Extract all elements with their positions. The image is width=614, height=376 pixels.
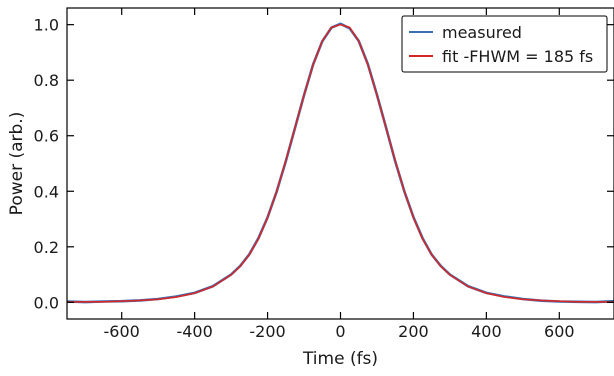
y-tick-label: 0.2 <box>34 238 59 257</box>
x-tick-label: -200 <box>249 322 285 341</box>
x-axis-label: Time (fs) <box>302 349 378 369</box>
legend-box <box>401 15 608 73</box>
y-tick-label: 0.4 <box>34 182 59 201</box>
plot-area <box>66 22 614 304</box>
y-axis-label: Power (arb.) <box>7 112 27 216</box>
series-line-fit <box>66 23 614 303</box>
axes: -600 -400 -200 0 200 400 600 0.0 0.2 0.4 0.6 0.8 1.0 <box>34 7 614 341</box>
x-tick-label: -600 <box>104 322 140 341</box>
x-tick-label: 400 <box>471 322 502 341</box>
y-tick-label: 0.0 <box>34 293 59 312</box>
x-tick-label: 0 <box>335 322 345 341</box>
legend-label-fit: fit -FHWM = 185 fs <box>442 47 593 66</box>
legend-label-measured: measured <box>442 23 522 42</box>
y-tick-label: 0.8 <box>34 71 59 90</box>
y-tick-label: 1.0 <box>34 16 59 35</box>
x-tick-label: 600 <box>544 322 575 341</box>
legend: measured fit -FHWM = 185 fs <box>401 15 608 73</box>
x-tick-label: -400 <box>176 322 212 341</box>
x-tick-label: 200 <box>398 322 429 341</box>
y-tick-label: 0.6 <box>34 127 59 146</box>
